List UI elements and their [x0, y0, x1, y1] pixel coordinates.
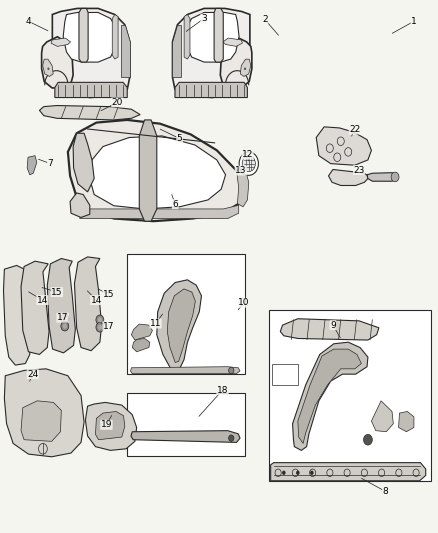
Circle shape	[296, 471, 300, 475]
Polygon shape	[293, 342, 368, 450]
Polygon shape	[42, 37, 73, 88]
Text: 18: 18	[217, 386, 228, 394]
Text: 6: 6	[172, 200, 178, 208]
Polygon shape	[271, 463, 426, 481]
Text: 15: 15	[103, 290, 114, 299]
Text: 14: 14	[37, 296, 48, 304]
Text: 20: 20	[112, 98, 123, 107]
Polygon shape	[173, 25, 181, 77]
Polygon shape	[399, 411, 414, 432]
Polygon shape	[68, 120, 244, 221]
Polygon shape	[51, 38, 71, 46]
Text: 15: 15	[51, 288, 63, 296]
Polygon shape	[298, 349, 361, 443]
Polygon shape	[132, 338, 150, 352]
Polygon shape	[73, 133, 94, 192]
Circle shape	[61, 314, 69, 324]
Circle shape	[391, 172, 399, 182]
Polygon shape	[4, 369, 84, 457]
Polygon shape	[121, 25, 130, 77]
Polygon shape	[328, 169, 368, 185]
Circle shape	[61, 321, 69, 331]
Polygon shape	[139, 120, 157, 221]
Text: 17: 17	[103, 322, 114, 330]
Polygon shape	[55, 83, 127, 98]
Polygon shape	[85, 402, 137, 450]
Text: 2: 2	[262, 15, 268, 24]
Polygon shape	[186, 12, 239, 62]
Bar	[127, 393, 245, 456]
Polygon shape	[173, 9, 250, 98]
Text: 9: 9	[330, 321, 336, 329]
Polygon shape	[70, 193, 90, 217]
Bar	[272, 364, 298, 385]
Text: 14: 14	[91, 296, 102, 304]
Text: 8: 8	[382, 487, 389, 496]
Circle shape	[364, 434, 372, 445]
Circle shape	[229, 435, 234, 441]
Polygon shape	[131, 431, 240, 442]
Text: 10: 10	[238, 298, 250, 307]
Polygon shape	[79, 9, 88, 62]
Circle shape	[310, 471, 314, 475]
Polygon shape	[74, 257, 102, 351]
Circle shape	[63, 324, 67, 329]
Circle shape	[98, 317, 102, 322]
Polygon shape	[4, 265, 30, 365]
Polygon shape	[42, 59, 53, 76]
Polygon shape	[175, 83, 247, 98]
Text: 3: 3	[201, 14, 207, 23]
Text: 4: 4	[26, 17, 31, 26]
Text: 7: 7	[47, 159, 53, 168]
Polygon shape	[214, 9, 223, 62]
Polygon shape	[112, 14, 118, 59]
Circle shape	[239, 152, 258, 175]
Circle shape	[229, 367, 234, 374]
Text: 23: 23	[353, 166, 365, 174]
Polygon shape	[80, 205, 239, 219]
Polygon shape	[63, 12, 117, 62]
Polygon shape	[39, 106, 140, 120]
Bar	[269, 310, 431, 481]
Text: 1: 1	[411, 17, 417, 26]
Polygon shape	[184, 14, 190, 59]
Polygon shape	[21, 401, 61, 441]
Text: 22: 22	[349, 125, 360, 134]
Polygon shape	[367, 173, 398, 181]
Circle shape	[63, 316, 67, 321]
Circle shape	[96, 315, 104, 325]
Polygon shape	[220, 37, 252, 88]
Polygon shape	[240, 59, 251, 76]
Text: 13: 13	[235, 166, 247, 175]
Polygon shape	[223, 38, 242, 46]
Circle shape	[98, 325, 102, 330]
Polygon shape	[237, 166, 249, 207]
Polygon shape	[27, 156, 37, 175]
Polygon shape	[280, 319, 379, 340]
Polygon shape	[371, 401, 393, 432]
Text: 24: 24	[27, 370, 39, 378]
Circle shape	[242, 156, 255, 172]
Polygon shape	[21, 261, 49, 354]
Bar	[127, 254, 245, 374]
Circle shape	[282, 471, 286, 475]
Polygon shape	[167, 289, 195, 362]
Polygon shape	[47, 259, 75, 353]
Text: 19: 19	[101, 421, 112, 429]
Text: 17: 17	[57, 313, 68, 322]
Polygon shape	[157, 280, 201, 369]
Text: 11: 11	[150, 319, 161, 328]
Polygon shape	[316, 127, 371, 165]
Polygon shape	[95, 411, 125, 440]
Polygon shape	[53, 9, 130, 98]
Circle shape	[96, 322, 104, 332]
Text: 5: 5	[177, 134, 183, 143]
Polygon shape	[131, 324, 152, 340]
Text: 12: 12	[242, 150, 253, 159]
Polygon shape	[131, 367, 240, 374]
Polygon shape	[90, 136, 226, 209]
